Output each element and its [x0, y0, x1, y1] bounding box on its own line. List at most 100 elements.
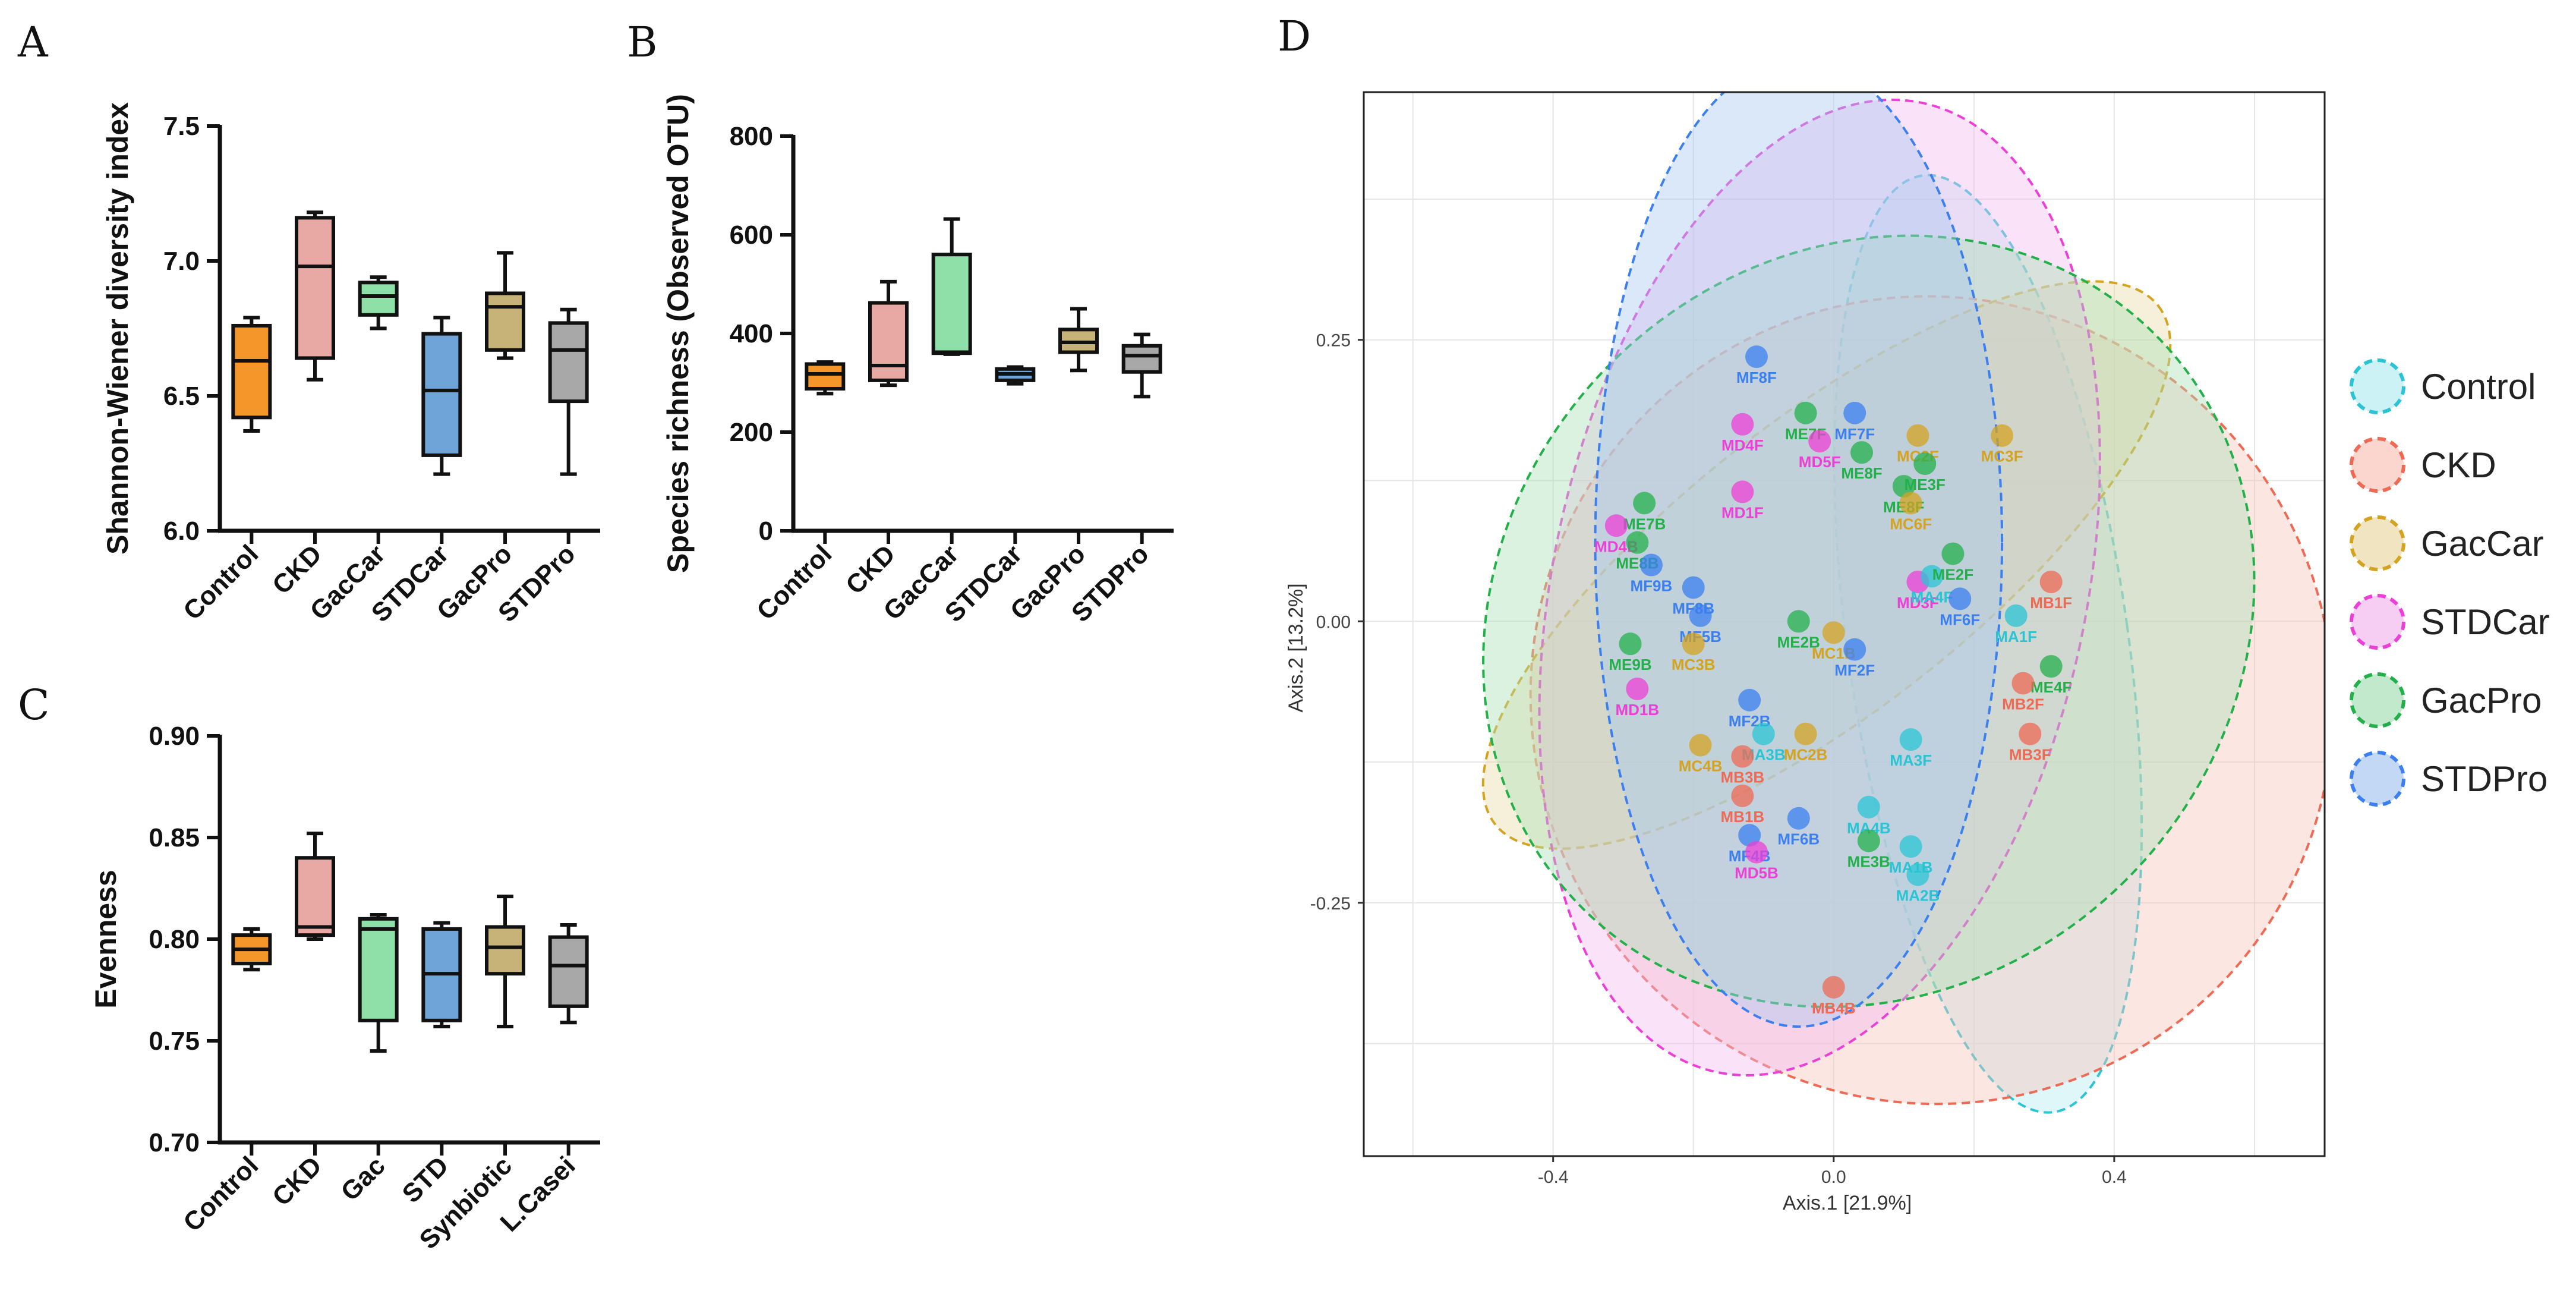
sample-point [1731, 784, 1754, 807]
box-gacpro [1058, 307, 1099, 373]
y-axis-title: Axis.2 [13.2%] [1285, 583, 1307, 712]
legend-label: STDCar [2421, 602, 2550, 642]
y-axis-title: Shannon-Wiener diversity index [101, 102, 134, 555]
ellipse-stdpro [1594, 92, 2003, 1028]
y-tick-label: 200 [730, 418, 773, 447]
panel-d-pcoa-scatter: DMF8FMD4FME7FMF7FMD5FMC2FMC3FME8FME3FME8… [1278, 12, 2326, 1214]
sample-label: MC3F [1981, 448, 2023, 465]
category-label: Control [178, 539, 264, 625]
box-synbiotic [485, 895, 525, 1029]
sample-point [1899, 492, 1922, 515]
legend-label: CKD [2421, 445, 2496, 485]
panel-letter-d: D [1278, 12, 1311, 61]
sample-label: MD3F [1897, 594, 1939, 612]
box-l-casei [548, 923, 589, 1025]
panel-letter-a: A [17, 18, 49, 67]
sample-label: MF6F [1940, 610, 1980, 628]
box-iqr [931, 253, 972, 355]
box-iqr [805, 362, 846, 391]
box-control [231, 316, 272, 433]
pcoa-legend: Control CKD GacCar STDCar GacPro STDPro [2350, 358, 2550, 807]
sample-point [1731, 480, 1754, 503]
sample-label: MD1B [1615, 701, 1659, 719]
sample-label: MC2B [1784, 746, 1828, 764]
box-stdcar [421, 316, 462, 476]
box-ckd [295, 832, 335, 941]
panel-b-richness-boxplot: B 0 200 400 600 800 Species richness (Observed… [627, 18, 1174, 628]
box-stdpro [1121, 332, 1162, 399]
legend-item-stdcar: STDCar [2350, 594, 2550, 650]
y-tick-label: 0.85 [149, 823, 200, 852]
sample-point [1991, 424, 2014, 447]
sample-point [2019, 722, 2042, 745]
category-label: Control [751, 539, 837, 625]
sample-point [1731, 413, 1754, 436]
box-control [231, 927, 272, 972]
box-iqr [548, 321, 589, 404]
sample-point [1892, 474, 1915, 498]
y-tick-label: 7.0 [163, 247, 200, 276]
sample-point [1738, 688, 1761, 712]
y-tick-label: 0.25 [1316, 331, 1351, 351]
y-axis-title: Species richness (Observed OTU) [661, 94, 695, 573]
sample-label: MA1F [1995, 628, 2037, 646]
box-ckd [295, 210, 335, 382]
sample-points: MF8FMD4FME7FMF7FMD5FMC2FMC3FME8FME3FME8F… [1594, 345, 2072, 1017]
sample-point [1794, 401, 1817, 424]
sample-label: MC4B [1679, 757, 1723, 775]
sample-label: MA3F [1890, 751, 1932, 769]
sample-point [1689, 604, 1712, 627]
sample-point [1857, 795, 1880, 819]
box-stdcar [995, 365, 1036, 386]
x-tick-label: 0.4 [2102, 1167, 2127, 1187]
sample-point [1752, 722, 1775, 745]
box-gaccar [931, 217, 972, 356]
sample-point [1843, 638, 1866, 661]
legend-item-stdpro: STDPro [2350, 751, 2547, 807]
legend-swatch [2350, 358, 2405, 414]
sample-label: MF6B [1777, 830, 1820, 848]
sample-label: MD4F [1721, 436, 1764, 454]
sample-point [1626, 531, 1649, 554]
sample-label: ME7B [1623, 515, 1666, 533]
box-gac [358, 912, 399, 1053]
sample-label: MA2B [1896, 886, 1940, 904]
legend-label: GacCar [2421, 524, 2544, 563]
sample-label: ME9B [1609, 656, 1651, 673]
sample-point [1787, 610, 1810, 633]
y-tick-label: 0 [759, 517, 773, 546]
sample-label: MB3F [2009, 746, 2051, 764]
y-tick-label: 0.70 [149, 1128, 200, 1157]
y-tick-label: 6.0 [163, 517, 200, 546]
legend-label: GacPro [2421, 681, 2542, 720]
box-iqr [358, 917, 399, 1022]
sample-point [2039, 655, 2063, 678]
box-std [421, 921, 462, 1029]
box-iqr [421, 332, 462, 457]
x-tick-label: 0.0 [1821, 1167, 1846, 1187]
sample-label: MA4F [1911, 588, 1953, 606]
sample-label: ME4F [2030, 678, 2071, 696]
box-iqr [295, 856, 335, 937]
legend-item-ckd: CKD [2350, 437, 2496, 493]
sample-point [1604, 514, 1628, 537]
sample-point [1639, 553, 1663, 577]
x-tick-label: -0.4 [1538, 1167, 1569, 1187]
box-iqr [485, 291, 525, 352]
legend-swatch [2350, 672, 2405, 728]
y-tick-label: 0.00 [1316, 612, 1351, 632]
sample-point [1682, 632, 1705, 656]
sample-label: ME2F [1932, 566, 1973, 584]
sample-point [2011, 672, 2035, 695]
box-iqr [868, 301, 909, 382]
sample-label: MF8F [1736, 369, 1777, 386]
sample-point [1899, 728, 1922, 751]
y-tick-label: 0.75 [149, 1027, 200, 1056]
sample-point [1794, 722, 1817, 745]
ellipse-stdcar [1538, 98, 2101, 1076]
panel-a-shannon-boxplot: A 6.0 6.5 7.0 7.5 Shannon-Wiener diversity in… [17, 18, 600, 628]
sample-point [1745, 840, 1768, 864]
legend-swatch [2350, 515, 2405, 571]
sample-label: MB2F [2002, 695, 2044, 713]
sample-point [1808, 430, 1831, 453]
